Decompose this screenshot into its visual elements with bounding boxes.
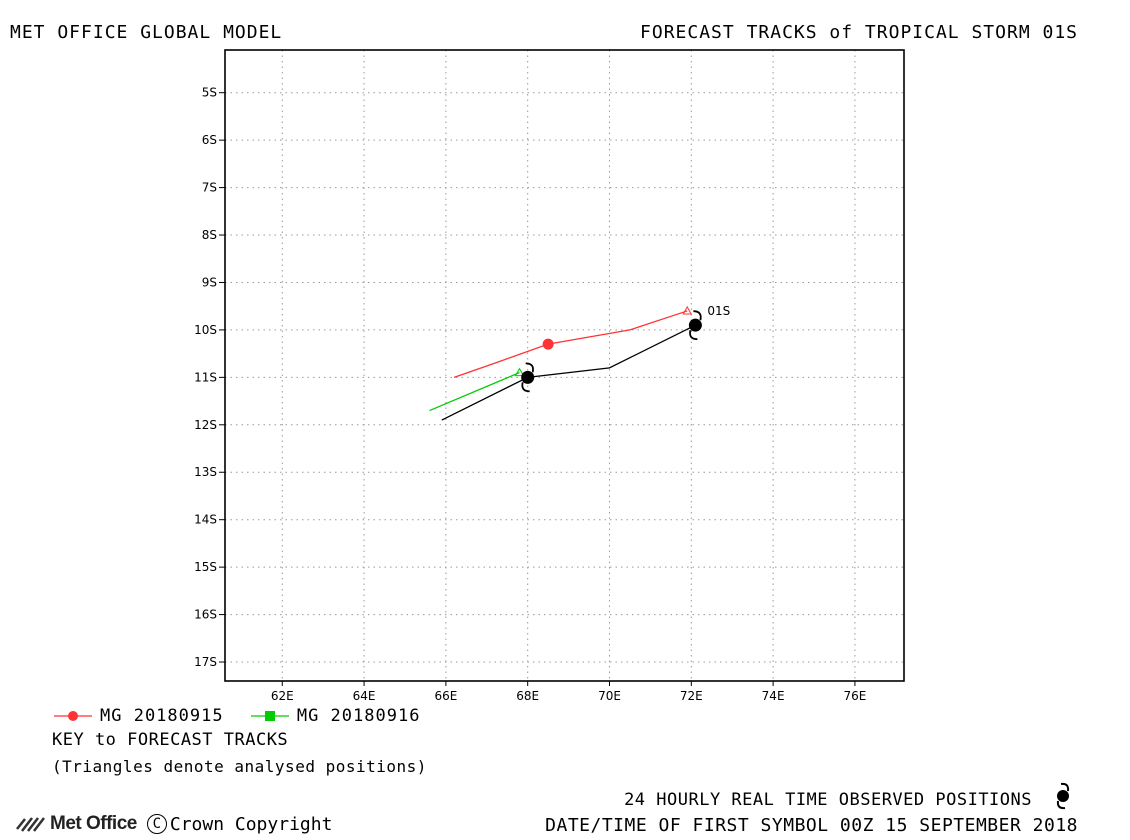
met-office-logo: Met Office C Crown Copyright — [16, 813, 332, 835]
grid — [225, 50, 904, 681]
storm-symbol-core — [688, 318, 702, 332]
analysed-position-triangle — [682, 305, 693, 315]
track-line-0 — [453, 310, 688, 378]
storm-symbol-arm — [693, 310, 702, 321]
storm-symbol-arm — [525, 362, 534, 373]
red-circle-line-icon — [54, 711, 92, 721]
logo-text: Met Office — [50, 813, 137, 834]
x-tick-label: 64E — [353, 689, 376, 700]
y-tick-label: 9S — [202, 275, 217, 289]
y-tick-label: 17S — [194, 655, 217, 669]
track-map-plot: 62E 64E 66E 68E 70E 72E 74E 76E 5S 6S 7S 8S 9S 10S 11S… — [194, 49, 905, 700]
track-line-2 — [441, 324, 696, 421]
first-symbol-date: DATE/TIME OF FIRST SYMBOL 00Z 15 SEPTEMB… — [545, 815, 1078, 836]
tracks: 01S — [429, 304, 730, 421]
key-title: KEY to FORECAST TRACKS — [52, 730, 289, 750]
y-tick-label: 15S — [194, 560, 217, 574]
storm-symbol-icon — [1056, 782, 1070, 810]
chart-title: FORECAST TRACKS of TROPICAL STORM 01S — [640, 22, 1078, 43]
x-tick-label: 76E — [843, 689, 866, 700]
x-tick-label: 72E — [680, 689, 703, 700]
met-office-logo-icon — [16, 817, 45, 832]
analysed-position-triangle — [514, 367, 525, 377]
chart-left-title: MET OFFICE GLOBAL MODEL — [10, 22, 283, 43]
legend-item-mg-20180915: MG 20180915 — [52, 706, 224, 726]
storm-symbol-arm — [689, 329, 698, 341]
y-tick-label: 11S — [194, 370, 217, 384]
axis-ticks: 62E 64E 66E 68E 70E 72E 74E 76E 5S 6S 7S 8S 9S 10S 11S… — [194, 86, 866, 700]
x-tick-label: 68E — [516, 689, 539, 700]
y-tick-label: 10S — [194, 323, 217, 337]
plot-frame — [224, 49, 905, 682]
x-tick-label: 62E — [271, 689, 294, 700]
storm-symbol-core — [521, 370, 535, 384]
y-tick-label: 14S — [194, 513, 217, 527]
y-tick-label: 7S — [202, 181, 217, 195]
legend-label: MG 20180916 — [296, 706, 421, 726]
y-tick-label: 6S — [202, 133, 217, 147]
key-note: (Triangles denote analysed positions) — [52, 757, 427, 776]
copyright-icon: C — [146, 814, 167, 834]
x-tick-label: 74E — [762, 689, 785, 700]
legend-label: MG 20180915 — [100, 706, 224, 726]
legend-item-mg-20180916: MG 20180916 — [249, 706, 421, 726]
y-tick-label: 16S — [194, 608, 217, 622]
y-tick-label: 5S — [202, 86, 217, 100]
storm-label: 01S — [707, 304, 730, 318]
x-tick-label: 66E — [434, 689, 457, 700]
track-line-1 — [429, 372, 520, 412]
copyright: C Crown Copyright — [146, 813, 333, 835]
y-tick-label: 8S — [202, 228, 217, 242]
copyright-text: Crown Copyright — [169, 813, 333, 835]
forecast-marker-circle — [542, 338, 554, 350]
legend: MG 20180915 MG 20180916 — [52, 706, 434, 728]
storm-symbol — [521, 362, 535, 393]
y-tick-label: 13S — [194, 465, 217, 479]
storm-symbol — [688, 310, 702, 341]
x-tick-label: 70E — [598, 689, 621, 700]
y-tick-label: 12S — [194, 418, 217, 432]
green-square-line-icon — [250, 711, 289, 721]
observed-positions-note: 24 HOURLY REAL TIME OBSERVED POSITIONS — [624, 790, 1032, 810]
storm-symbol-arm — [521, 382, 530, 393]
